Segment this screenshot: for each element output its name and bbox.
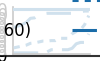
Legend: High income (n = 57), Upper-middle income (n = 60), Lower-middle income (n = 46): High income (n = 57), Upper-middle incom… bbox=[0, 0, 100, 56]
